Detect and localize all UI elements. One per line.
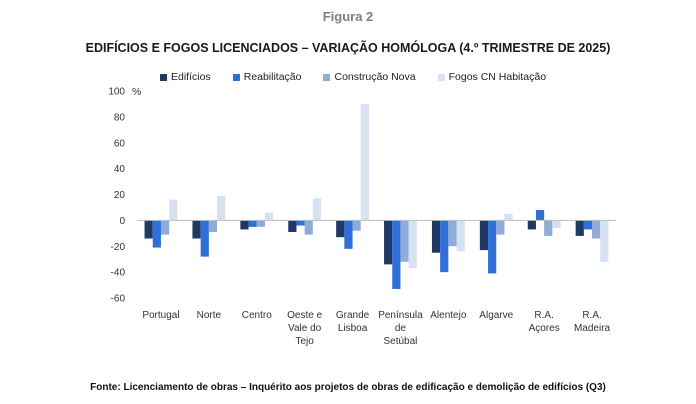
bar-fogos-cn-habita-o: [312, 198, 322, 221]
bar-reabilita-o: [488, 220, 497, 274]
bar-fogos-cn-habita-o: [264, 212, 274, 221]
legend-label-reabilitacao: Reabilitação: [243, 71, 302, 83]
x-category-label-line: R.A.: [582, 310, 601, 321]
x-category-label-line: Lisboa: [338, 323, 368, 334]
bar-fogos-cn-habita-o: [504, 213, 513, 221]
chart-legend: Edifícios Reabilitação Construção Nova F…: [160, 70, 546, 84]
x-category-label-line: Tejo: [295, 336, 314, 347]
bar-reabilita-o: [344, 220, 353, 249]
x-category-label-line: Norte: [197, 310, 222, 321]
source-note: Fonte: Licenciamento de obras – Inquérit…: [90, 382, 606, 393]
x-category-label-line: Algarve: [479, 310, 513, 321]
bar-reabilita-o: [152, 220, 161, 248]
chart-title: EDIFÍCIOS E FOGOS LICENCIADOS – VARIAÇÃO…: [85, 41, 611, 55]
bar-constru-o-nova: [208, 220, 218, 233]
bar-fogos-cn-habita-o: [408, 220, 417, 269]
bar-reabilita-o: [392, 220, 401, 289]
figure-label: Figura 2: [322, 9, 374, 24]
x-category-label-line: Vale do: [288, 323, 322, 334]
legend-item-fogos-cn-habitacao: Fogos CN Habitação: [437, 71, 547, 83]
x-category-label-line: Grande: [336, 310, 370, 321]
bar-constru-o-nova: [352, 220, 361, 231]
bar-fogos-cn-habita-o: [169, 199, 178, 221]
legend-label-edificios: Edifícios: [171, 71, 211, 83]
bar-edif-cios: [384, 220, 393, 265]
x-category-label: Alentejo: [430, 310, 467, 321]
bar-edif-cios: [144, 220, 153, 239]
x-category-label-line: Açores: [529, 323, 560, 334]
x-category-label: R.A. Madeira: [574, 310, 611, 334]
legend-swatch-edificios: [160, 73, 167, 81]
x-category-label-line: de: [395, 323, 407, 334]
x-category-label: Portugal: [142, 310, 179, 321]
x-category-label-line: Madeira: [574, 323, 611, 334]
bar-fogos-cn-habita-o: [600, 220, 609, 262]
bar-constru-o-nova: [304, 220, 313, 235]
legend-label-construcao-nova: Construção Nova: [334, 71, 416, 83]
bar-fogos-cn-habita-o: [217, 195, 226, 221]
legend-swatch-reabilitacao: [232, 73, 240, 81]
y-tick-label: 100: [108, 87, 125, 98]
bar-fogos-cn-habita-o: [552, 220, 561, 229]
y-tick-label: 20: [114, 190, 126, 201]
x-category-label: Oeste e Vale do Tejo: [287, 310, 322, 347]
bar-edif-cios: [479, 220, 489, 251]
bar-edif-cios: [240, 220, 249, 230]
y-tick-label: -20: [111, 242, 126, 253]
x-category-label: Algarve: [479, 310, 513, 321]
y-tick-label: 0: [119, 216, 125, 227]
x-category-label-line: Centro: [242, 310, 272, 321]
y-tick-label: 60: [114, 138, 126, 149]
bar-edif-cios: [527, 220, 536, 230]
bar-edif-cios: [192, 220, 201, 239]
legend-item-reabilitacao: Reabilitação: [232, 71, 302, 83]
bar-reabilita-o: [296, 220, 305, 226]
bar-constru-o-nova: [448, 220, 457, 247]
x-category-label: Norte: [197, 310, 222, 321]
bar-edif-cios: [575, 220, 584, 236]
y-tick-label: 80: [114, 112, 126, 123]
y-tick-label: -60: [111, 294, 126, 305]
legend-item-construcao-nova: Construção Nova: [323, 71, 416, 83]
bar-constru-o-nova: [400, 220, 409, 262]
bar-constru-o-nova: [592, 220, 601, 239]
x-category-label-line: Península: [378, 310, 423, 321]
legend-item-edificios: Edifícios: [160, 71, 211, 83]
bar-constru-o-nova: [256, 220, 265, 227]
bar-edif-cios: [336, 220, 345, 238]
bar-constru-o-nova: [544, 220, 553, 236]
bar-fogos-cn-habita-o: [360, 103, 369, 221]
x-category-label: R.A. Açores: [529, 310, 560, 334]
x-category-label-line: Setúbal: [383, 336, 417, 347]
x-category-label: Grande Lisboa: [336, 310, 370, 334]
legend-label-fogos-cn-habitacao: Fogos CN Habitação: [448, 71, 547, 83]
bar-constru-o-nova: [160, 220, 170, 235]
x-category-label-line: Portugal: [142, 310, 179, 321]
bar-edif-cios: [431, 220, 441, 253]
y-tick-label: -40: [111, 268, 126, 279]
legend-swatch-construcao-nova: [323, 73, 331, 81]
y-tick-label: 40: [114, 164, 126, 175]
bar-edif-cios: [288, 220, 297, 233]
bar-reabilita-o: [535, 210, 545, 221]
x-category-label-line: R.A.: [534, 310, 553, 321]
x-category-label: Península de Setúbal: [378, 310, 423, 347]
bar-constru-o-nova: [496, 220, 505, 235]
x-category-label-line: Alentejo: [430, 310, 467, 321]
bar-reabilita-o: [440, 220, 449, 273]
bar-reabilita-o: [583, 220, 593, 230]
bar-reabilita-o: [200, 220, 209, 257]
bar-fogos-cn-habita-o: [456, 220, 465, 252]
y-axis-unit-label: %: [132, 86, 141, 98]
legend-swatch-fogos-cn-habitacao: [437, 73, 445, 81]
x-category-label: Centro: [242, 310, 272, 321]
x-category-label-line: Oeste e: [287, 310, 322, 321]
bar-reabilita-o: [248, 220, 257, 227]
